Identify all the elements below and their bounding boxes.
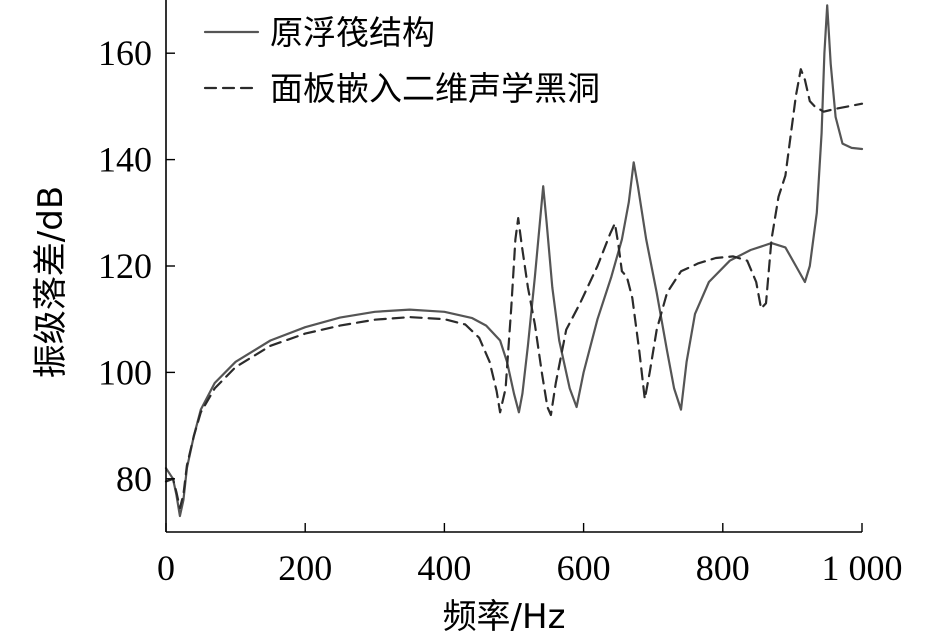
y-tick-label: 100: [98, 352, 152, 392]
x-tick-label: 200: [278, 548, 332, 588]
y-tick-label: 120: [98, 246, 152, 286]
series-line-original-raft: [164, 4, 864, 518]
y-tick-label: 140: [98, 140, 152, 180]
series-line-acoustic-black-hole: [164, 68, 864, 510]
y-tick-label: 80: [116, 459, 152, 499]
y-ticks: 80 100 120 140 160: [98, 33, 175, 499]
y-axis-title: 振级落差/dB: [31, 186, 71, 378]
legend-label-acoustic-black-hole: 面板嵌入二维声学黑洞: [270, 69, 600, 108]
x-tick-label: 0: [157, 548, 175, 588]
series-layer: [164, 4, 864, 518]
x-tick-label: 600: [557, 548, 611, 588]
x-ticks: 0 200 400 600 800 1 000: [157, 523, 903, 588]
x-tick-label: 400: [417, 548, 471, 588]
y-tick-label: 160: [98, 33, 152, 73]
x-axis-title: 频率/Hz: [443, 597, 566, 637]
legend-label-original-raft: 原浮筏结构: [270, 13, 435, 52]
x-tick-label: 800: [696, 548, 750, 588]
x-tick-label: 1 000: [822, 548, 903, 588]
legend: 原浮筏结构 面板嵌入二维声学黑洞: [203, 13, 600, 108]
